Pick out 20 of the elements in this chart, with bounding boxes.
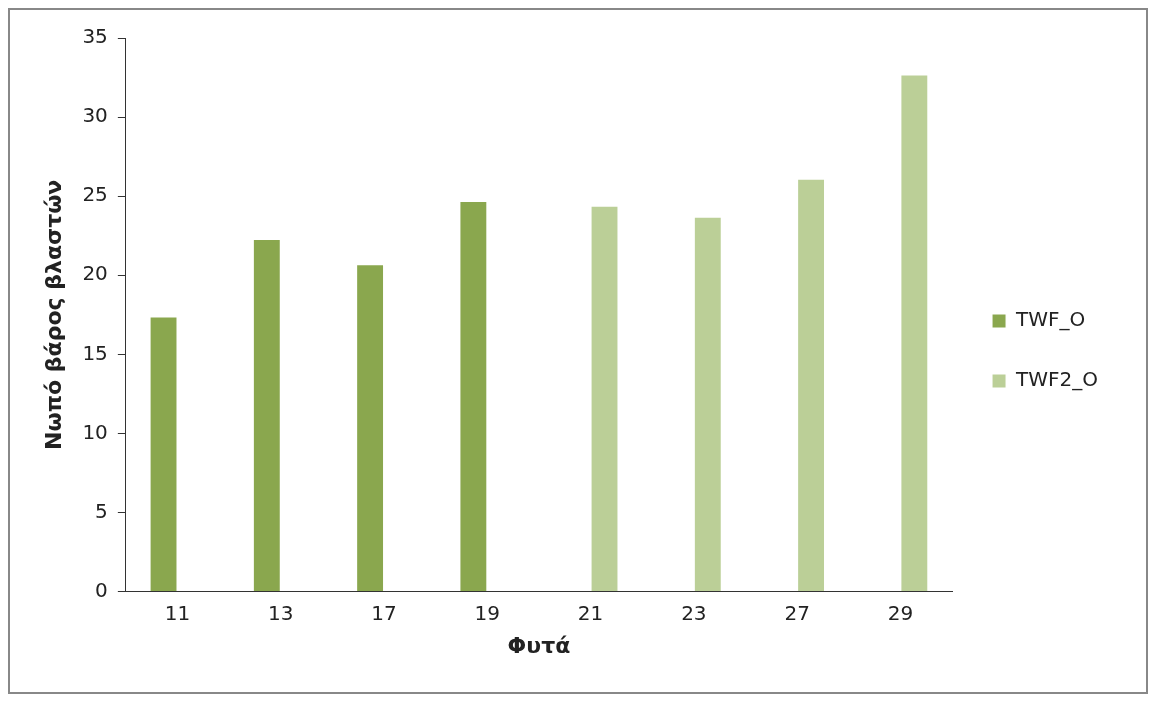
x-tick-label: 13 [268,600,294,625]
legend-label: TWF2_O [1015,367,1099,392]
x-tick-label: 29 [887,600,914,625]
y-tick-label: 0 [95,577,108,602]
y-axis-title: Νωπό βάρος βλαστών [40,179,66,450]
x-tick-label: 23 [681,600,707,625]
y-tick-label: 20 [82,261,108,286]
x-axis-title: Φυτά [507,632,571,658]
x-tick-label: 21 [577,600,604,625]
y-tick-label: 10 [82,419,108,444]
y-tick-label: 5 [95,498,108,523]
x-tick-label: 11 [164,600,191,625]
legend-label: TWF_O [1015,307,1086,332]
y-tick-label: 15 [82,340,108,365]
y-tick-label: 35 [82,24,108,49]
x-tick-label: 17 [371,600,397,625]
y-tick-label: 30 [82,103,108,128]
y-tick-label: 25 [82,182,108,207]
x-tick-label: 19 [474,600,501,625]
x-tick-label: 27 [784,600,810,625]
